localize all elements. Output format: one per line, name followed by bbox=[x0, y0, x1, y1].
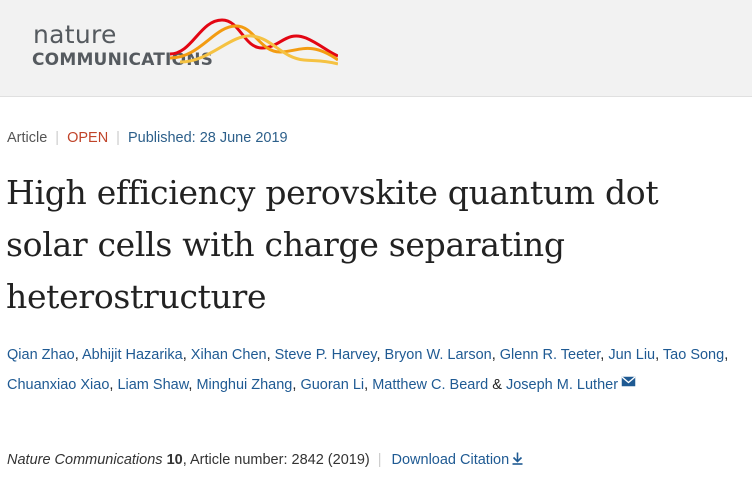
article-number: , Article number: 2842 (2019) bbox=[182, 452, 370, 468]
author-link[interactable]: Matthew C. Beard bbox=[372, 377, 489, 393]
author-separator: , bbox=[292, 377, 301, 393]
citation-separator: | bbox=[377, 452, 382, 468]
open-access-badge: OPEN bbox=[67, 130, 109, 147]
author-link[interactable]: Tao Song bbox=[662, 347, 725, 363]
author-link[interactable]: Bryon W. Larson bbox=[384, 347, 492, 363]
author-separator: , bbox=[491, 347, 500, 363]
article-title: High efficiency perovskite quantum dot s… bbox=[6, 173, 659, 316]
download-citation-link[interactable]: Download Citation bbox=[392, 452, 524, 468]
author-separator: , bbox=[600, 347, 609, 363]
author-link[interactable]: Jun Liu bbox=[608, 347, 656, 363]
author-link[interactable]: Abhijit Hazarika bbox=[81, 347, 183, 363]
author-separator: , bbox=[724, 347, 729, 363]
logo-wave-red bbox=[170, 18, 338, 58]
author-separator: , bbox=[109, 377, 118, 393]
author-separator: , bbox=[182, 347, 191, 363]
author-list: Qian Zhao, Abhijit Hazarika, Xihan Chen,… bbox=[7, 340, 747, 400]
author-separator: , bbox=[188, 377, 197, 393]
corresponding-author-link[interactable]: Joseph M. Luther bbox=[505, 377, 619, 393]
author-and: & bbox=[488, 377, 506, 393]
download-arrow-icon bbox=[512, 452, 523, 465]
author-link[interactable]: Chuanxiao Xiao bbox=[7, 377, 110, 393]
author-separator: , bbox=[74, 347, 82, 363]
author-separator: , bbox=[655, 347, 663, 363]
citation-row: Nature Communications 10, Article number… bbox=[7, 452, 523, 468]
logo-communications-text: COMMUNICATIONS bbox=[32, 50, 214, 70]
author-link[interactable]: Minghui Zhang bbox=[196, 377, 293, 393]
download-citation-label: Download Citation bbox=[391, 452, 510, 468]
site-header: nature COMMUNICATIONS bbox=[0, 0, 752, 97]
logo-wave-yellow bbox=[179, 34, 338, 66]
journal-volume: 10 bbox=[166, 452, 183, 468]
article-meta: Article | OPEN | Published: 28 June 2019 bbox=[7, 130, 288, 146]
journal-name: Nature Communications bbox=[7, 452, 163, 468]
logo-nature-text: nature bbox=[33, 20, 117, 49]
author-link[interactable]: Xihan Chen bbox=[190, 347, 267, 363]
author-link[interactable]: Liam Shaw bbox=[117, 377, 189, 393]
author-link[interactable]: Guoran Li bbox=[300, 377, 365, 393]
author-separator: , bbox=[364, 377, 373, 393]
meta-separator: | bbox=[116, 130, 120, 147]
author-link[interactable]: Glenn R. Teeter bbox=[499, 347, 601, 363]
author-separator: , bbox=[376, 347, 385, 363]
article-type: Article bbox=[7, 130, 48, 147]
published-date: Published: 28 June 2019 bbox=[127, 130, 288, 147]
nature-communications-logo[interactable]: nature COMMUNICATIONS bbox=[30, 12, 340, 84]
meta-separator: | bbox=[55, 130, 60, 147]
author-link[interactable]: Steve P. Harvey bbox=[274, 347, 377, 363]
author-separator: , bbox=[266, 347, 275, 363]
mail-icon[interactable] bbox=[621, 376, 636, 387]
author-link[interactable]: Qian Zhao bbox=[7, 347, 75, 363]
logo-wave-icon bbox=[170, 18, 338, 66]
